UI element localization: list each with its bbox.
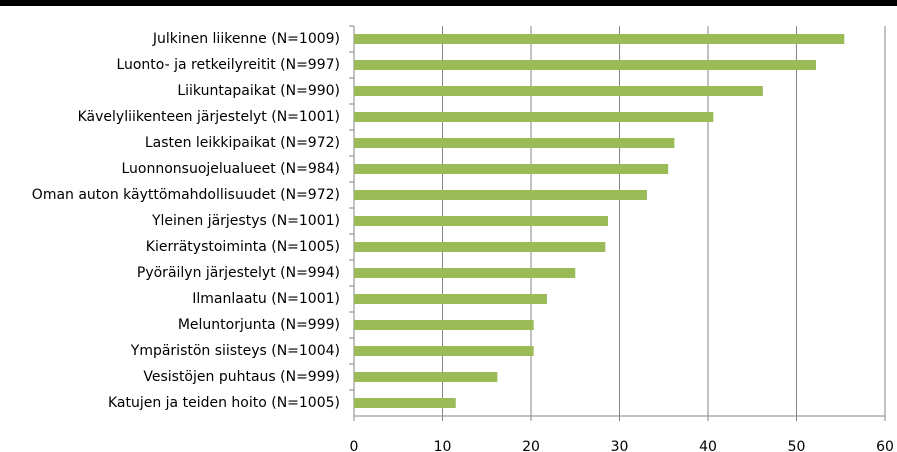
x-tick-label: 20 — [522, 439, 540, 452]
y-tick-label: Luonnonsuojelualueet (N=984) — [121, 161, 340, 177]
bar — [354, 372, 498, 382]
x-tick-label: 10 — [434, 439, 452, 452]
bar — [354, 320, 534, 330]
y-tick-label: Luonto- ja retkeilyreitit (N=997) — [116, 57, 340, 73]
y-tick-label: Pyöräilyn järjestelyt (N=994) — [137, 265, 340, 281]
y-tick-label: Oman auton käyttömahdollisuudet (N=972) — [32, 187, 340, 203]
x-tick-label: 0 — [350, 439, 359, 452]
bar — [354, 268, 576, 278]
y-tick-label: Liikuntapaikat (N=990) — [177, 83, 340, 99]
top-border — [0, 0, 897, 6]
y-tick-label: Ympäristön siisteys (N=1004) — [130, 343, 340, 359]
bar — [354, 294, 547, 304]
y-tick-label: Kävelyliikenteen järjestelyt (N=1001) — [78, 109, 340, 125]
bar — [354, 60, 816, 70]
x-tick-label: 30 — [611, 439, 629, 452]
y-tick-label: Lasten leikkipaikat (N=972) — [145, 135, 340, 151]
bar — [354, 190, 647, 200]
x-tick-label: 50 — [788, 439, 806, 452]
y-tick-label: Katujen ja teiden hoito (N=1005) — [108, 395, 340, 411]
bar — [354, 398, 456, 408]
bar — [354, 112, 714, 122]
bar — [354, 86, 763, 96]
y-tick-label: Ilmanlaatu (N=1001) — [192, 291, 340, 307]
x-tick-label: 40 — [699, 439, 717, 452]
bar — [354, 138, 675, 148]
bar — [354, 346, 534, 356]
bar — [354, 164, 669, 174]
x-tick-label: 60 — [876, 439, 894, 452]
y-tick-label: Meluntorjunta (N=999) — [178, 317, 340, 333]
bar — [354, 216, 608, 226]
y-tick-label: Julkinen liikenne (N=1009) — [152, 31, 340, 47]
bar — [354, 34, 845, 44]
bar — [354, 242, 606, 252]
y-tick-label: Kierrätystoiminta (N=1005) — [146, 239, 340, 255]
y-tick-label: Vesistöjen puhtaus (N=999) — [143, 369, 340, 385]
y-tick-label: Yleinen järjestys (N=1001) — [151, 213, 340, 229]
